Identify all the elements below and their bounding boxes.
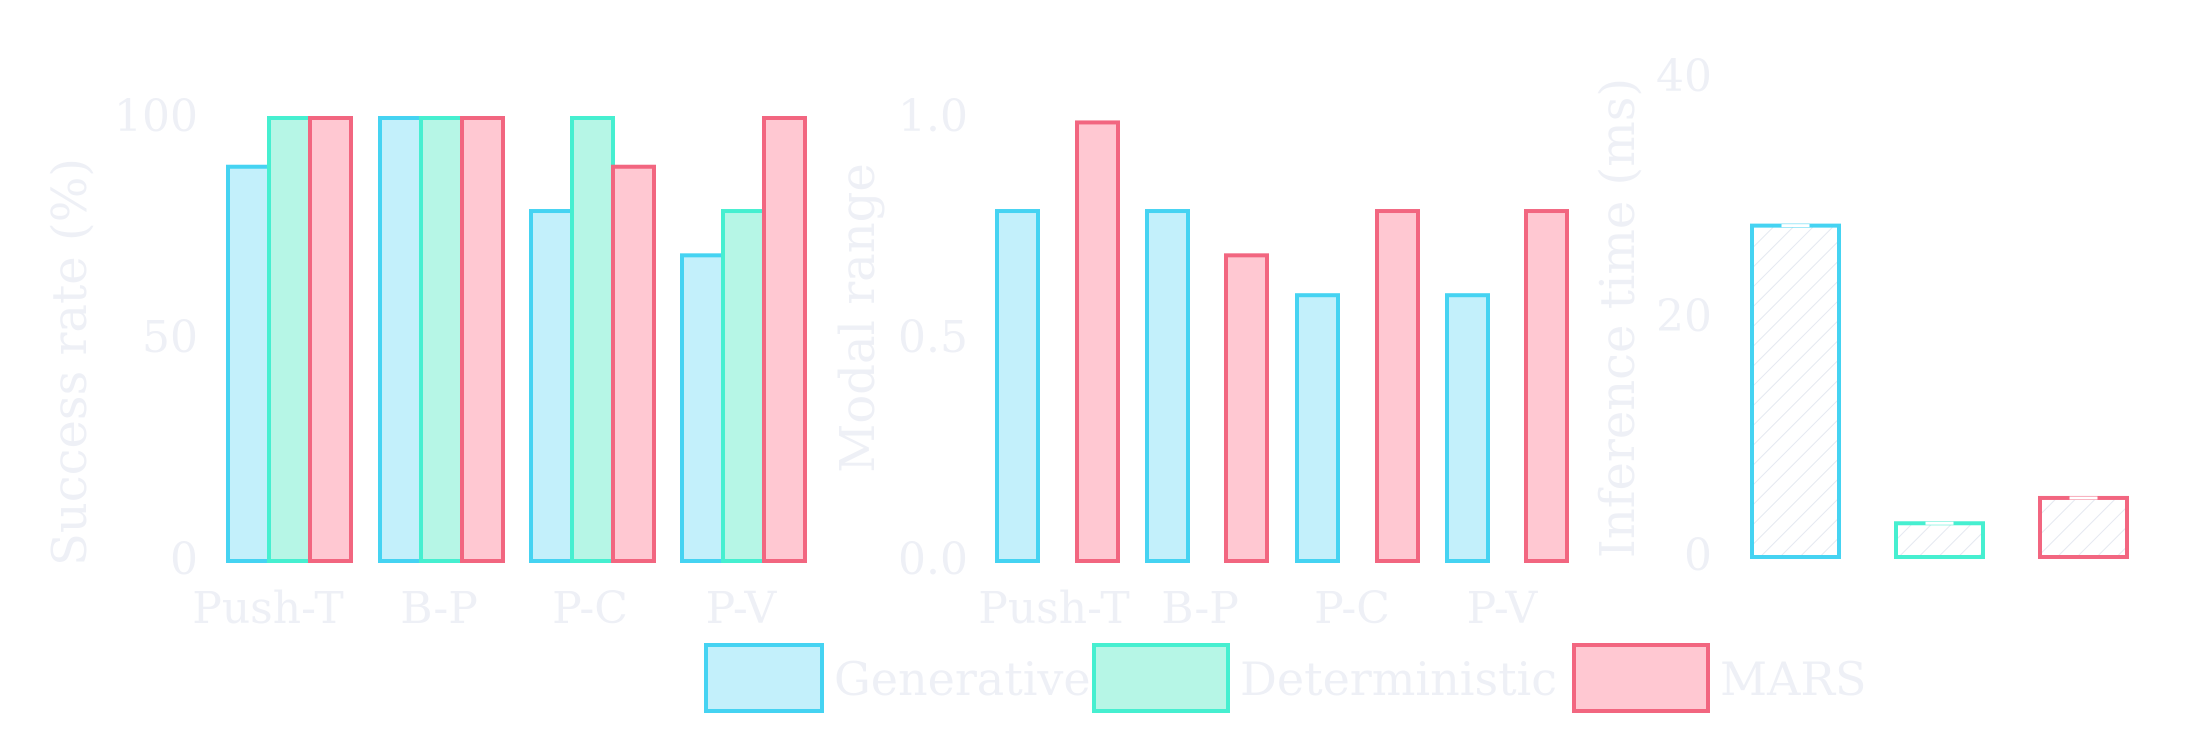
bar-mars-b-p	[1224, 253, 1269, 564]
bar-generative-push-t	[226, 164, 271, 563]
y-tick-label: 0	[170, 534, 198, 585]
bar-generative-b-p	[378, 116, 423, 563]
bar-mars-inference-time	[2038, 495, 2129, 559]
bar-deterministic-p-c	[570, 116, 615, 563]
bar-generative-p-v	[680, 253, 725, 564]
bar-mars-p-c	[1375, 209, 1420, 563]
bar-generative-p-v	[1445, 293, 1490, 563]
panel-modal-range: Modal range 0.0 0.5 1.0 Push-T B-P P-C P…	[830, 91, 1569, 634]
y-tick-label: 40	[1656, 51, 1712, 102]
bar-mars-b-p	[460, 116, 505, 563]
x-tick-label: Push-T	[192, 583, 344, 634]
y-tick-label: 0	[1684, 530, 1712, 581]
bar-deterministic-b-p	[419, 116, 464, 563]
y-tick-label: 100	[114, 91, 198, 142]
x-tick-label: B-P	[400, 583, 478, 634]
legend-swatch-deterministic	[1092, 643, 1230, 713]
bar-generative-p-c	[529, 209, 574, 563]
legend-label-deterministic: Deterministic	[1240, 652, 1557, 706]
y-axis-label-success-rate: Success rate (%)	[42, 158, 98, 566]
bar-generative-b-p	[1145, 209, 1190, 563]
y-tick-label: 1.0	[898, 91, 968, 142]
x-tick-label: P-C	[1314, 583, 1390, 634]
legend-swatch-mars	[1572, 643, 1710, 713]
legend-label-generative: Generative	[834, 652, 1091, 706]
y-tick-label: 0.5	[898, 312, 968, 363]
y-axis-label-inference-time: Inference time (ms)	[1590, 78, 1646, 558]
legend-swatch-generative	[704, 643, 824, 713]
x-tick-label: P-C	[552, 583, 628, 634]
panel-inference-time: Inference time (ms) 0 20 40	[1590, 51, 2129, 581]
panel-success-rate: Success rate (%) 0 50 100 Push-T B-P P-C…	[42, 91, 807, 634]
bar-generative-push-t	[995, 209, 1040, 563]
x-tick-label: B-P	[1161, 583, 1239, 634]
bar-generative-p-c	[1295, 293, 1340, 563]
y-tick-label: 20	[1656, 291, 1712, 342]
bar-mars-p-c	[611, 164, 656, 563]
bar-deterministic-inference-time	[1894, 521, 1985, 560]
bar-deterministic-push-t	[267, 116, 312, 563]
bar-mars-push-t	[1075, 120, 1120, 564]
bars-success-rate	[226, 116, 807, 564]
bar-mars-p-v	[762, 116, 807, 563]
bars-modal-range	[995, 120, 1569, 564]
y-axis-label-modal-range: Modal range	[830, 163, 886, 473]
x-tick-label: P-V	[706, 583, 778, 634]
bar-deterministic-p-v	[721, 209, 766, 563]
legend: Generative Deterministic MARS	[704, 643, 1866, 713]
legend-label-mars: MARS	[1720, 652, 1866, 706]
bar-mars-p-v	[1524, 209, 1569, 563]
bar-mars-push-t	[308, 116, 353, 563]
y-tick-label: 50	[142, 312, 198, 363]
x-tick-label: P-V	[1467, 583, 1539, 634]
x-tick-label: Push-T	[978, 583, 1130, 634]
bars-inference-time	[1750, 223, 2129, 560]
y-tick-label: 0.0	[898, 534, 968, 585]
bar-generative-inference-time	[1750, 223, 1841, 559]
